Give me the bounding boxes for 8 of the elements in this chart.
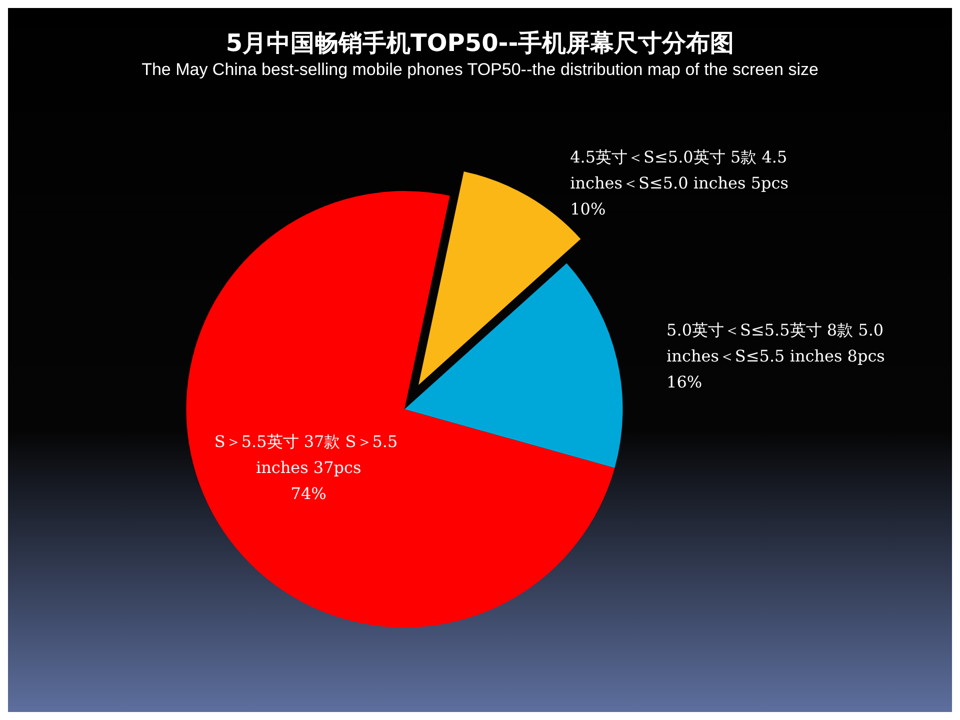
slice-label: S＞5.5英寸 37款 S＞5.5 inches 37pcs — [214, 432, 403, 477]
slice-label: 4.5英寸＜S≤5.0英寸 5款 4.5 inches＜S≤5.0 inches 5pcs — [570, 148, 792, 193]
chart-subtitle: The May China best-selling mobile phones TOP50--the distribution map of the screen size — [142, 60, 818, 79]
chart-title: 5月中国畅销手机TOP50--手机屏幕尺寸分布图 — [226, 29, 734, 57]
data-label: 16% — [666, 372, 702, 392]
data-label: 10% — [570, 200, 606, 219]
slice-label: 5.0英寸＜S≤5.5英寸 8款 5.0 inches＜S≤5.5 inches 8pcs — [666, 320, 889, 366]
data-label: 74% — [290, 484, 326, 503]
